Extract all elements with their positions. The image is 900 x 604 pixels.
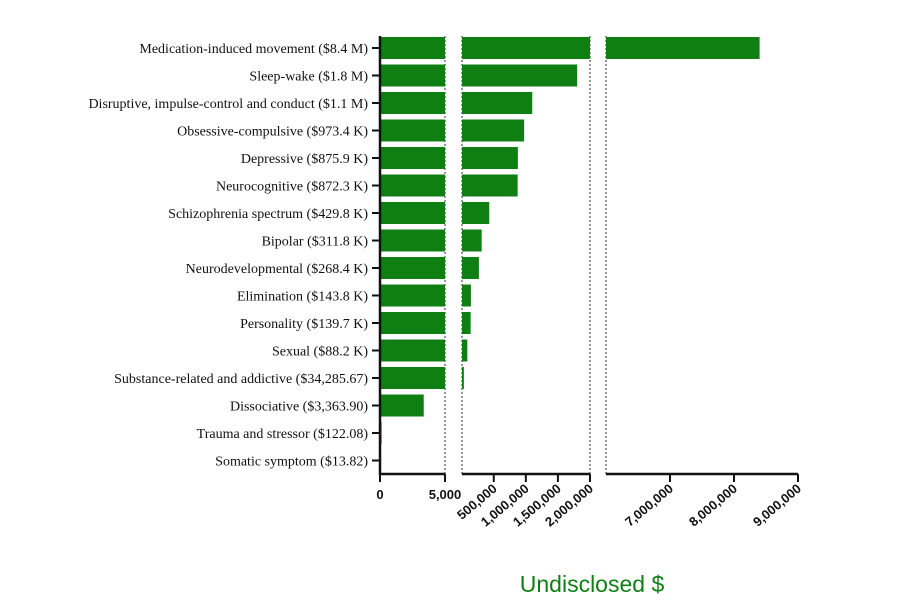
bar (380, 64, 445, 87)
category-label: Schizophrenia spectrum ($429.8 K) (168, 207, 368, 222)
bar (380, 394, 424, 417)
bar (462, 92, 533, 114)
bars (380, 37, 760, 444)
bar (380, 367, 445, 389)
tick-labels: 0 5,000500,0001,000,0001,500,0002,000,000… (376, 481, 804, 530)
category-label: Depressive ($875.9 K) (241, 152, 368, 167)
x-axis-title: Undisclosed $ (520, 571, 665, 597)
bar (380, 119, 445, 142)
bar (462, 119, 525, 142)
bar (462, 339, 468, 362)
category-label: Disruptive, impulse-control and conduct … (88, 97, 368, 112)
category-label: Medication-induced movement ($8.4 M) (139, 42, 368, 57)
category-label: Dissociative ($3,363.90) (230, 400, 368, 415)
category-label: Sleep-wake ($1.8 M) (249, 70, 368, 85)
category-label: Bipolar ($311.8 K) (262, 235, 369, 250)
bar (380, 202, 445, 224)
x-tick-label: 5,000 (429, 487, 462, 502)
category-label: Sexual ($88.2 K) (272, 345, 368, 360)
x-tick-label: 9,000,000 (750, 481, 804, 530)
bar (462, 284, 471, 307)
bar (380, 284, 445, 307)
category-label: Neurodevelopmental ($268.4 K) (186, 262, 369, 277)
bar (462, 37, 590, 59)
bar (380, 147, 445, 169)
bar (380, 229, 445, 252)
bar (606, 37, 760, 59)
bar (380, 92, 445, 114)
bar (380, 339, 445, 362)
category-label: Substance-related and addictive ($34,285… (114, 372, 368, 387)
bar (462, 229, 482, 252)
bar (462, 202, 490, 224)
category-label: Neurocognitive ($872.3 K) (216, 180, 368, 195)
x-tick-label: 8,000,000 (686, 481, 740, 530)
bar (462, 257, 479, 279)
category-labels: Medication-induced movement ($8.4 M) Slee… (88, 42, 368, 470)
bar (462, 312, 471, 334)
bar (462, 367, 464, 389)
bar (380, 37, 445, 59)
bar (380, 174, 445, 197)
bar (462, 147, 518, 169)
category-label: Obsessive-compulsive ($973.4 K) (177, 125, 368, 140)
axes (372, 36, 799, 482)
category-label: Trauma and stressor ($122.08) (197, 427, 369, 442)
x-tick-label: 0 (376, 487, 383, 502)
category-label: Elimination ($143.8 K) (237, 290, 368, 305)
bar (462, 64, 578, 87)
bar (462, 174, 518, 197)
x-tick-label: 7,000,000 (622, 481, 676, 530)
bar (380, 257, 445, 279)
bar (380, 312, 445, 334)
category-label: Personality ($139.7 K) (240, 317, 368, 332)
category-label: Somatic symptom ($13.82) (215, 455, 368, 470)
